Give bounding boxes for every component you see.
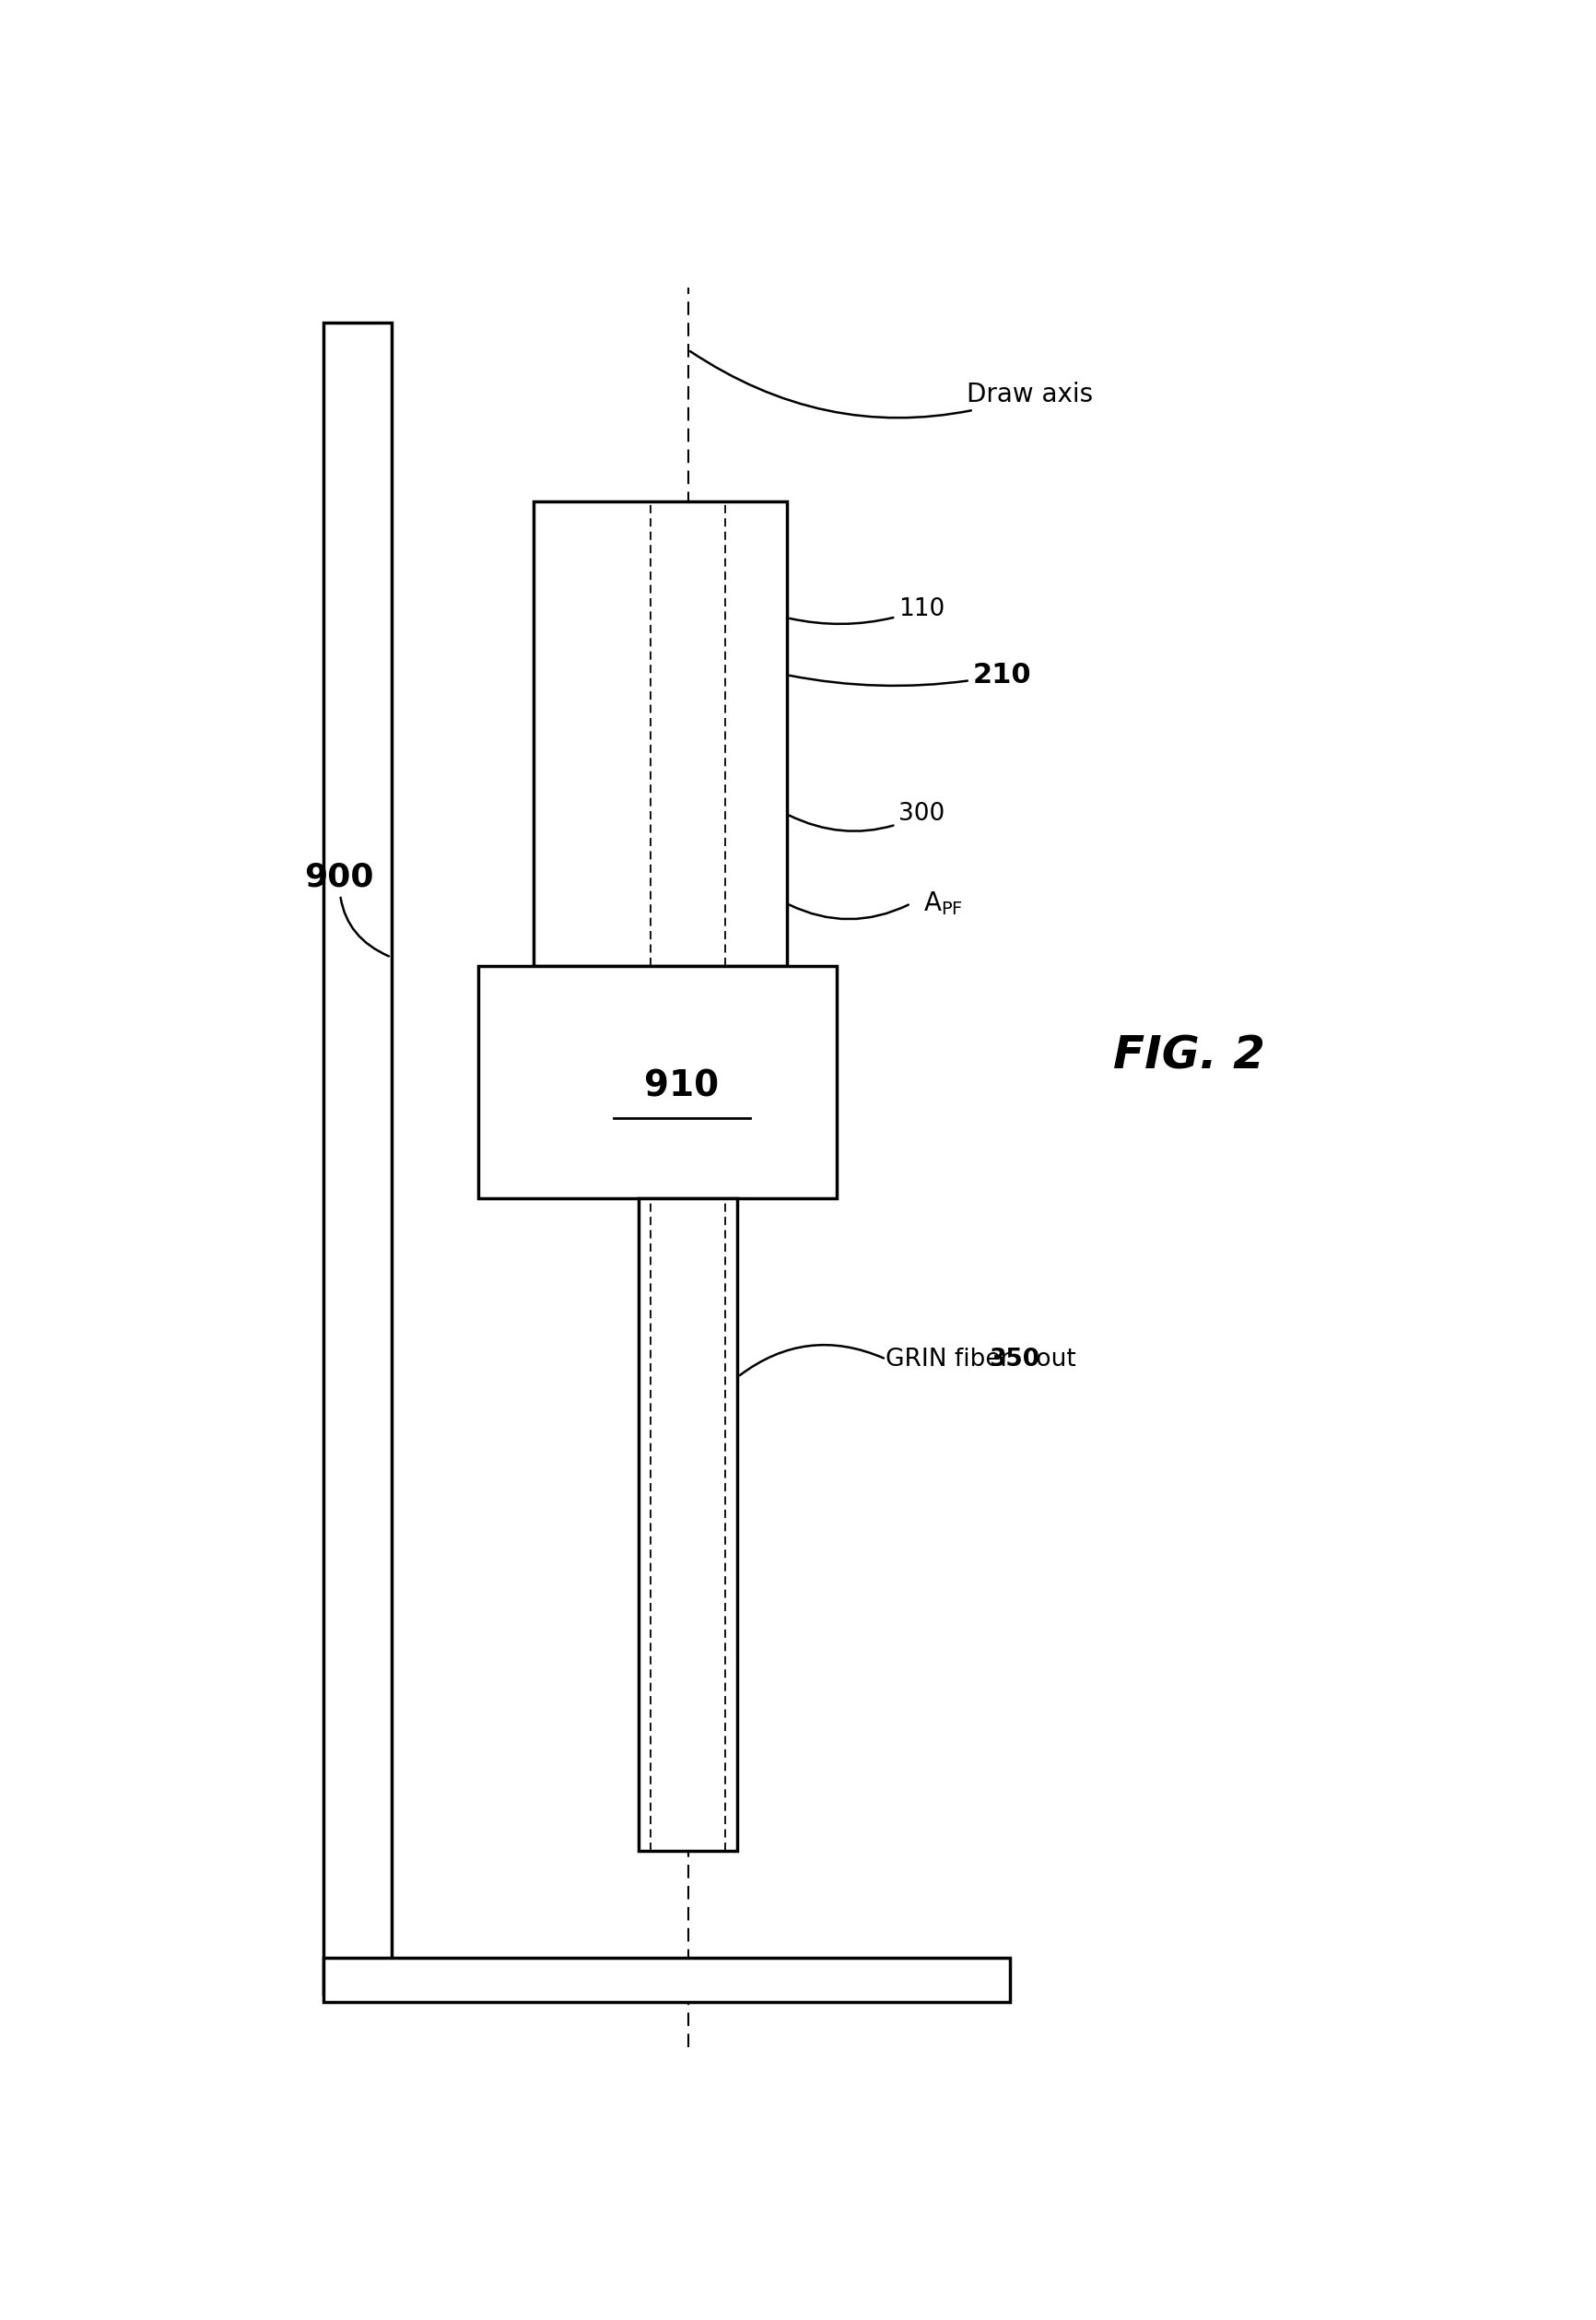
Text: A$_{\mathregular{PF}}$: A$_{\mathregular{PF}}$ xyxy=(922,891,962,916)
Bar xyxy=(638,1199,737,1851)
Text: FIG. 2: FIG. 2 xyxy=(1112,1032,1266,1076)
Text: 900: 900 xyxy=(305,861,389,956)
Bar xyxy=(533,501,787,965)
Text: GRIN fiber: GRIN fiber xyxy=(886,1348,1018,1371)
Text: out: out xyxy=(1028,1348,1076,1371)
Text: 110: 110 xyxy=(790,596,945,624)
Bar xyxy=(322,1958,1010,2002)
Bar xyxy=(322,322,391,1993)
Text: Draw axis: Draw axis xyxy=(689,350,1093,418)
Text: 910: 910 xyxy=(645,1067,720,1104)
Text: 350: 350 xyxy=(990,1348,1039,1371)
Bar xyxy=(477,965,836,1199)
Text: 300: 300 xyxy=(790,803,945,831)
Text: 210: 210 xyxy=(790,661,1031,689)
